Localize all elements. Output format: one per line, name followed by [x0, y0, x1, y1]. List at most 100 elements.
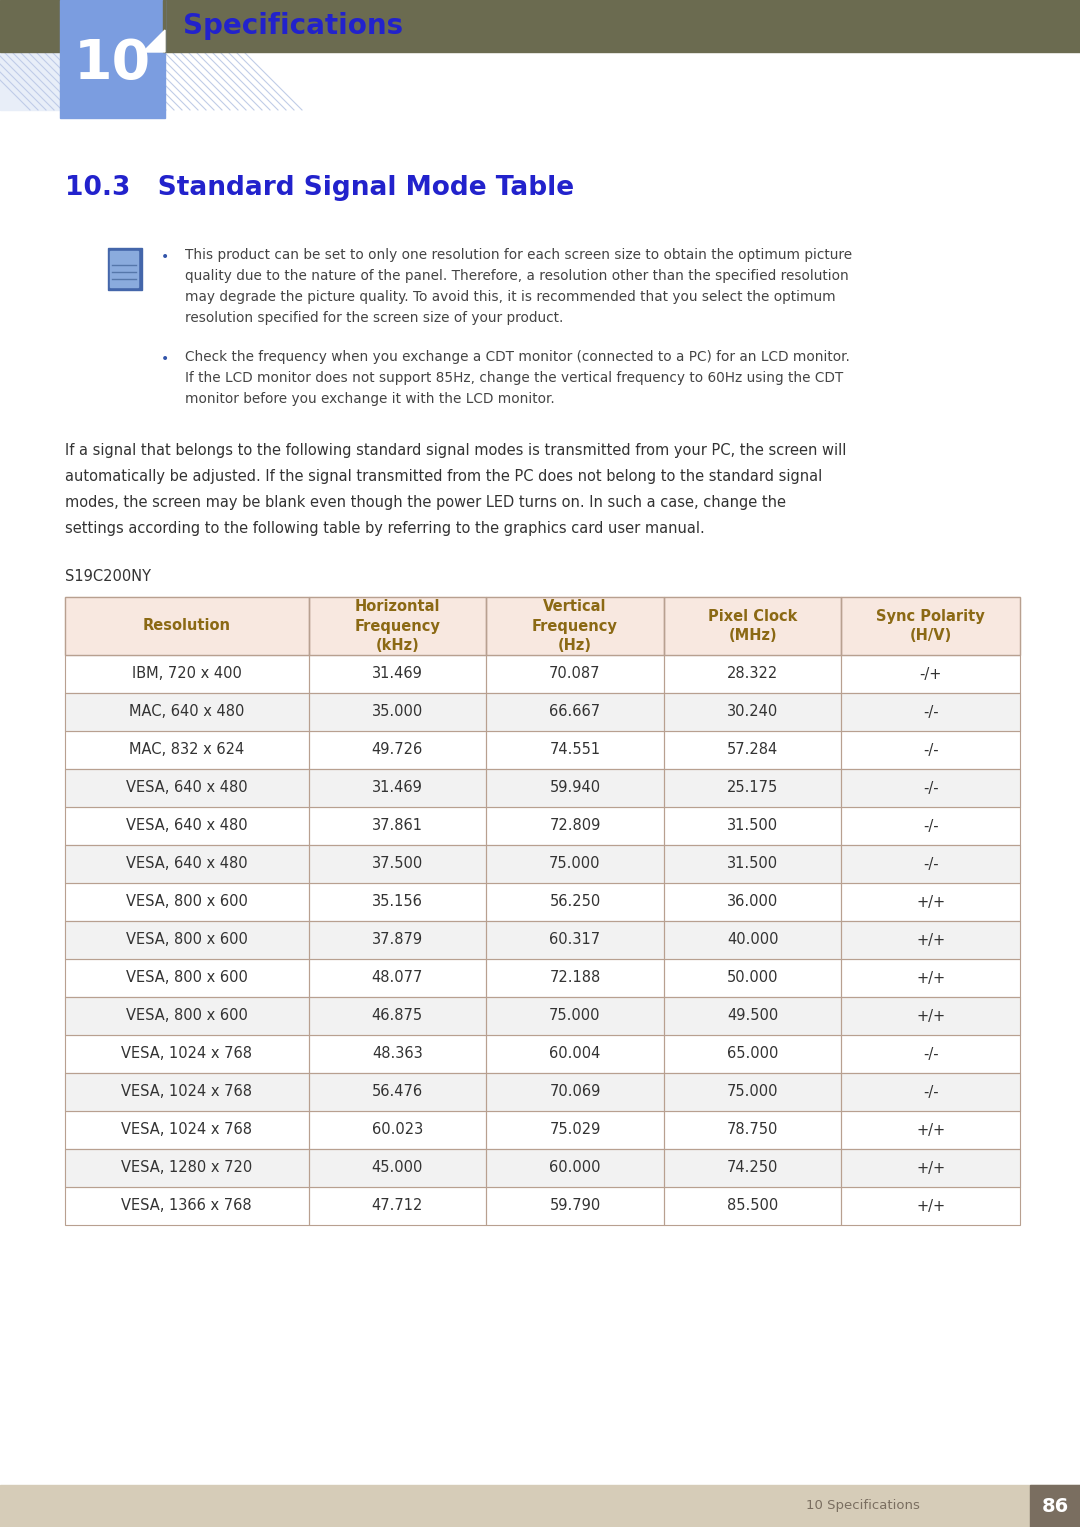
Text: may degrade the picture quality. To avoid this, it is recommended that you selec: may degrade the picture quality. To avoi…: [185, 290, 836, 304]
Bar: [664, 731, 841, 770]
Text: settings according to the following table by referring to the graphics card user: settings according to the following tabl…: [65, 521, 705, 536]
Bar: [841, 1148, 1020, 1186]
Text: 60.000: 60.000: [550, 1161, 600, 1176]
Bar: [309, 959, 486, 997]
Text: -/-: -/-: [923, 780, 939, 796]
Bar: [309, 959, 486, 997]
Bar: [65, 1186, 309, 1225]
Text: 56.250: 56.250: [550, 895, 600, 910]
Text: VESA, 1280 x 720: VESA, 1280 x 720: [121, 1161, 253, 1176]
Bar: [486, 655, 664, 693]
Bar: [486, 597, 664, 655]
Bar: [664, 1073, 841, 1112]
Bar: [65, 693, 309, 731]
Bar: [65, 1148, 309, 1186]
Bar: [841, 844, 1020, 883]
Text: 72.809: 72.809: [550, 818, 600, 834]
Text: 74.250: 74.250: [727, 1161, 779, 1176]
Bar: [486, 806, 664, 844]
Bar: [110, 250, 138, 287]
Bar: [486, 1148, 664, 1186]
Bar: [841, 1035, 1020, 1073]
Text: 70.087: 70.087: [550, 666, 600, 681]
Bar: [309, 883, 486, 921]
Bar: [664, 844, 841, 883]
Bar: [309, 921, 486, 959]
Bar: [0, 1484, 1080, 1527]
Bar: [486, 883, 664, 921]
Text: -/-: -/-: [923, 857, 939, 872]
Text: 60.317: 60.317: [550, 933, 600, 947]
Bar: [65, 921, 309, 959]
Bar: [65, 883, 309, 921]
Bar: [309, 770, 486, 806]
Bar: [65, 731, 309, 770]
Bar: [65, 731, 309, 770]
Bar: [486, 770, 664, 806]
Text: 37.500: 37.500: [372, 857, 423, 872]
Bar: [65, 1073, 309, 1112]
Bar: [664, 1148, 841, 1186]
Text: VESA, 640 x 480: VESA, 640 x 480: [126, 818, 247, 834]
Text: modes, the screen may be blank even though the power LED turns on. In such a cas: modes, the screen may be blank even thou…: [65, 495, 786, 510]
Bar: [664, 655, 841, 693]
Bar: [841, 806, 1020, 844]
Bar: [0, 0, 110, 110]
Bar: [664, 1035, 841, 1073]
Bar: [309, 997, 486, 1035]
Bar: [309, 655, 486, 693]
Bar: [664, 1186, 841, 1225]
Text: 49.500: 49.500: [727, 1008, 779, 1023]
Text: 56.476: 56.476: [372, 1084, 423, 1099]
Text: 50.000: 50.000: [727, 971, 779, 985]
Bar: [309, 1186, 486, 1225]
Bar: [841, 770, 1020, 806]
Bar: [486, 1112, 664, 1148]
Text: VESA, 800 x 600: VESA, 800 x 600: [126, 895, 247, 910]
Text: 70.069: 70.069: [550, 1084, 600, 1099]
Bar: [486, 693, 664, 731]
Bar: [664, 597, 841, 655]
Text: VESA, 1024 x 768: VESA, 1024 x 768: [121, 1122, 253, 1138]
Bar: [486, 959, 664, 997]
Bar: [309, 770, 486, 806]
Bar: [309, 883, 486, 921]
Bar: [841, 597, 1020, 655]
Bar: [486, 1112, 664, 1148]
Bar: [65, 1186, 309, 1225]
Bar: [486, 844, 664, 883]
Text: VESA, 640 x 480: VESA, 640 x 480: [126, 780, 247, 796]
Bar: [309, 731, 486, 770]
Text: S19C200NY: S19C200NY: [65, 570, 151, 583]
Bar: [664, 770, 841, 806]
Bar: [486, 1073, 664, 1112]
Text: 10: 10: [73, 37, 151, 92]
Bar: [309, 597, 486, 655]
Bar: [841, 597, 1020, 655]
Bar: [309, 1035, 486, 1073]
Text: 75.000: 75.000: [550, 857, 600, 872]
Bar: [486, 1186, 664, 1225]
Bar: [486, 997, 664, 1035]
Bar: [65, 806, 309, 844]
Text: 35.000: 35.000: [372, 704, 423, 719]
Bar: [65, 844, 309, 883]
Bar: [841, 921, 1020, 959]
Text: 47.712: 47.712: [372, 1199, 423, 1214]
Bar: [486, 597, 664, 655]
Bar: [841, 731, 1020, 770]
Bar: [841, 655, 1020, 693]
Text: This product can be set to only one resolution for each screen size to obtain th: This product can be set to only one reso…: [185, 247, 852, 263]
Bar: [664, 655, 841, 693]
Bar: [309, 1112, 486, 1148]
Text: 28.322: 28.322: [727, 666, 779, 681]
Bar: [664, 1148, 841, 1186]
Bar: [841, 997, 1020, 1035]
Text: 60.023: 60.023: [372, 1122, 423, 1138]
Text: 75.000: 75.000: [550, 1008, 600, 1023]
Bar: [309, 844, 486, 883]
Text: MAC, 640 x 480: MAC, 640 x 480: [130, 704, 244, 719]
Bar: [841, 1186, 1020, 1225]
Text: 75.029: 75.029: [550, 1122, 600, 1138]
Bar: [841, 844, 1020, 883]
